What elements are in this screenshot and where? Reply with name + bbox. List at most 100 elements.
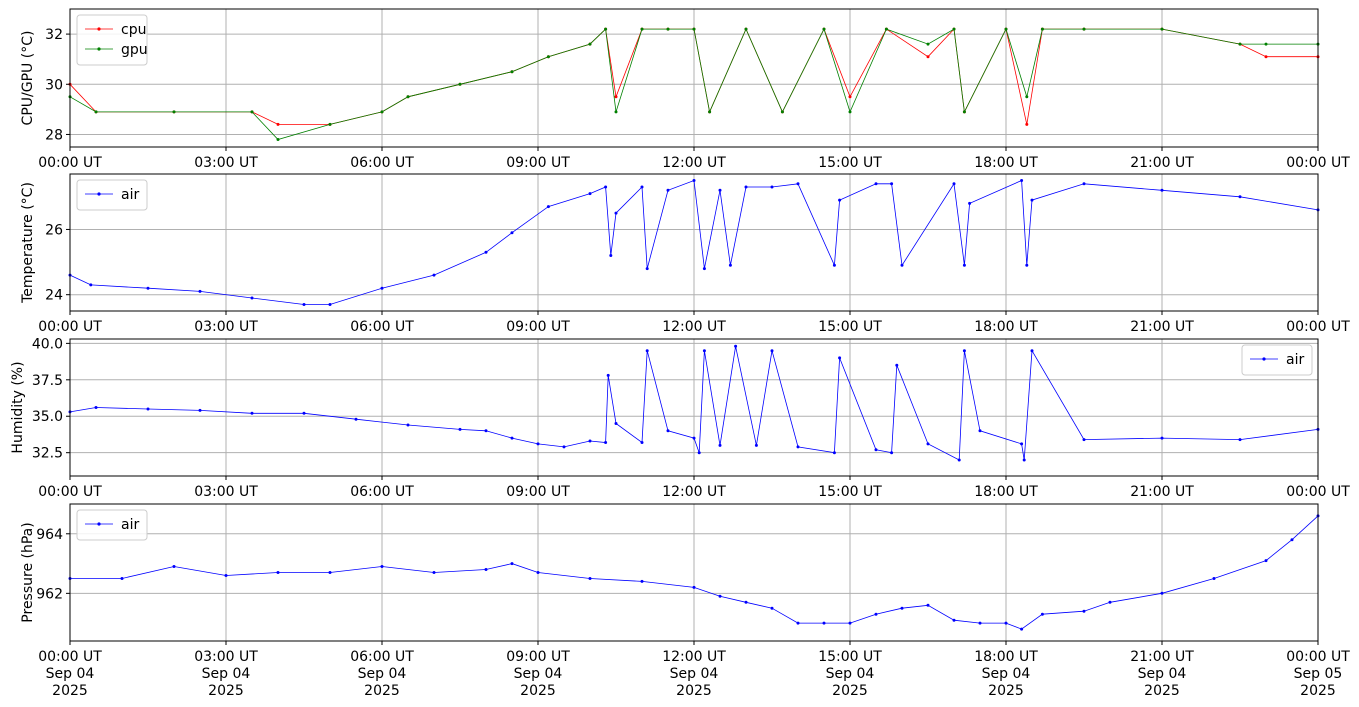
y-tick-label: 28 xyxy=(45,127,63,143)
x-tick-label: 00:00 UT xyxy=(38,155,102,171)
y-tick-label: 40.0 xyxy=(32,336,63,352)
air-data-point xyxy=(94,406,98,409)
air-data-point xyxy=(146,286,150,290)
x-tick-label: 12:00 UT Sep 04 2025 xyxy=(662,649,726,699)
gpu-data-point xyxy=(406,95,410,99)
x-tick-label: 09:00 UT Sep 04 2025 xyxy=(506,649,570,699)
air-data-point xyxy=(822,621,826,625)
air-data-point xyxy=(1238,195,1242,199)
x-tick-label: 15:00 UT xyxy=(818,155,882,171)
air-data-point xyxy=(796,621,800,625)
air-data-point xyxy=(962,349,966,353)
legend-marker xyxy=(97,192,101,196)
cpu-data-point xyxy=(926,55,930,59)
gpu-data-point xyxy=(614,110,618,114)
gpu-data-point xyxy=(276,138,280,141)
gpu-data-point xyxy=(962,110,966,114)
x-tick-label: 00:00 UT Sep 04 2025 xyxy=(38,649,102,699)
air-data-point xyxy=(754,443,758,447)
legend-marker xyxy=(97,27,101,31)
y-axis-label: Humidity (%) xyxy=(10,361,26,453)
legend-label: cpu xyxy=(121,22,146,38)
air-data-point xyxy=(536,571,540,574)
air-data-point xyxy=(1022,458,1026,462)
y-tick-label: 32 xyxy=(45,27,63,43)
air-data-point xyxy=(848,621,852,625)
air-data-point xyxy=(224,574,228,577)
air-data-point xyxy=(718,443,722,447)
x-tick-label: 03:00 UT xyxy=(194,155,258,171)
air-data-point xyxy=(890,451,894,455)
air-data-point xyxy=(484,568,488,571)
air-data-point xyxy=(640,579,644,583)
air-data-point xyxy=(962,263,966,267)
y-tick-label: 37.5 xyxy=(32,373,63,389)
x-tick-label: 00:00 UT xyxy=(38,319,102,335)
gpu-data-point xyxy=(1160,27,1164,31)
air-data-point xyxy=(609,254,613,257)
air-data-point xyxy=(172,565,176,568)
air-data-point xyxy=(198,289,202,293)
air-data-point xyxy=(978,621,982,625)
air-data-point xyxy=(328,571,332,574)
x-tick-label: 00:00 UT xyxy=(1286,155,1350,171)
legend-label: gpu xyxy=(121,42,148,58)
y-axis-label: Temperature (°C) xyxy=(20,182,36,304)
gpu-data-point xyxy=(510,70,514,74)
air-data-point xyxy=(354,417,358,421)
legend-marker xyxy=(97,522,101,526)
cpu-data-point xyxy=(1264,55,1268,59)
air-data-point xyxy=(890,182,894,186)
air-data-point xyxy=(728,263,732,267)
air-data-point xyxy=(770,349,774,353)
air-data-point xyxy=(1160,188,1164,192)
air-data-point xyxy=(968,201,972,205)
gpu-data-point xyxy=(250,110,254,114)
x-tick-label: 03:00 UT xyxy=(194,484,258,500)
y-tick-label: 26 xyxy=(45,222,63,238)
gpu-data-point xyxy=(884,27,888,31)
legend-marker xyxy=(1262,357,1266,361)
gpu-data-point xyxy=(172,110,176,114)
air-data-point xyxy=(406,423,410,427)
air-data-point xyxy=(1020,442,1024,446)
air-data-point xyxy=(770,606,774,610)
air-data-point xyxy=(1212,577,1216,580)
air-data-point xyxy=(832,263,836,267)
gpu-data-point xyxy=(380,110,384,114)
legend-label: air xyxy=(121,517,139,533)
air-data-point xyxy=(1082,438,1086,442)
gpu-data-point xyxy=(1238,42,1242,46)
gpu-data-point xyxy=(848,110,852,114)
air-data-point xyxy=(432,571,436,574)
gpu-data-point xyxy=(926,42,930,46)
x-tick-label: 00:00 UT xyxy=(38,484,102,500)
gpu-data-point xyxy=(666,27,670,31)
legend-label: air xyxy=(121,187,139,203)
air-data-point xyxy=(484,250,488,254)
air-data-point xyxy=(302,411,306,415)
x-tick-label: 12:00 UT xyxy=(662,484,726,500)
cpu-data-point xyxy=(1025,122,1029,126)
air-data-point xyxy=(900,606,904,610)
x-tick-label: 12:00 UT xyxy=(662,319,726,335)
x-tick-label: 09:00 UT xyxy=(506,155,570,171)
x-tick-label: 18:00 UT xyxy=(974,155,1038,171)
x-tick-label: 06:00 UT xyxy=(350,484,414,500)
air-data-point xyxy=(604,441,608,444)
air-data-point xyxy=(666,188,670,192)
air-data-point xyxy=(702,267,706,271)
gpu-data-point xyxy=(328,122,332,126)
air-data-point xyxy=(536,442,540,446)
x-tick-label: 03:00 UT Sep 04 2025 xyxy=(194,649,258,699)
x-tick-label: 06:00 UT Sep 04 2025 xyxy=(350,649,414,699)
gpu-data-point xyxy=(94,110,98,114)
gpu-data-point xyxy=(1082,27,1086,31)
air-data-point xyxy=(645,267,649,271)
x-tick-label: 21:00 UT xyxy=(1130,319,1194,335)
x-tick-label: 21:00 UT Sep 04 2025 xyxy=(1130,649,1194,699)
air-data-point xyxy=(952,618,956,622)
air-data-point xyxy=(1290,538,1294,542)
x-tick-label: 21:00 UT xyxy=(1130,155,1194,171)
air-data-point xyxy=(198,408,202,412)
